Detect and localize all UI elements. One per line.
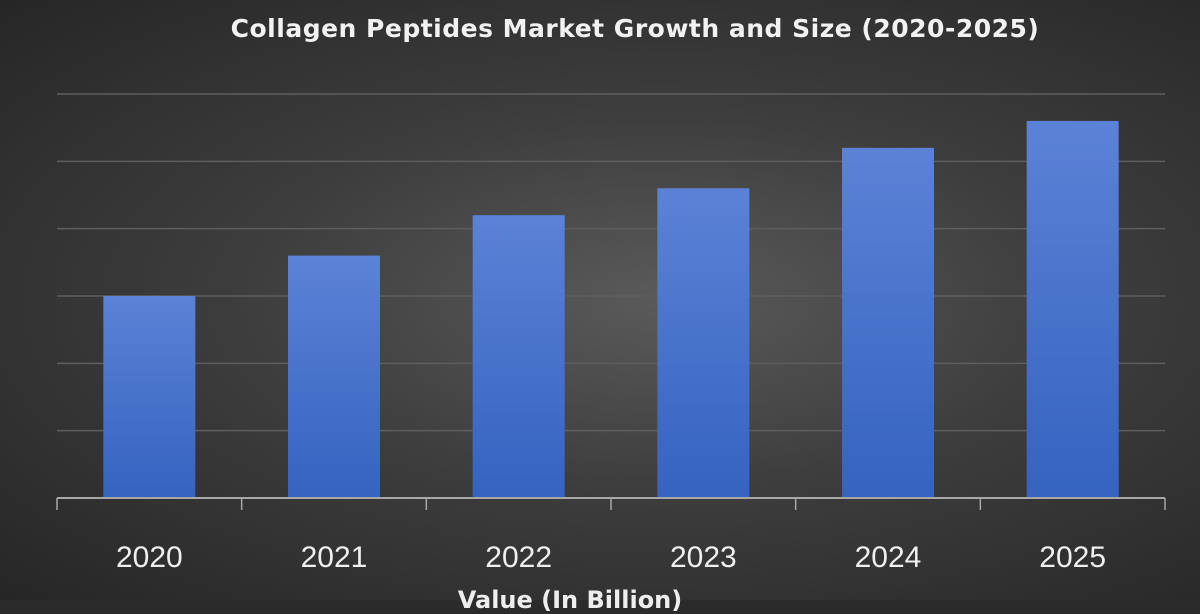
bar-2020 bbox=[103, 296, 196, 498]
bar-2022 bbox=[472, 215, 565, 498]
bar-2023 bbox=[657, 188, 750, 498]
chart-title: Collagen Peptides Market Growth and Size… bbox=[230, 14, 1040, 43]
x-tick-label: 2021 bbox=[301, 541, 368, 574]
bar-2021 bbox=[288, 255, 380, 498]
x-axis-label: Value (In Billion) bbox=[457, 586, 683, 614]
x-tick-label: 2024 bbox=[855, 541, 922, 574]
x-tick-label: 2020 bbox=[116, 541, 183, 574]
x-tick-label: 2022 bbox=[485, 541, 552, 574]
bar-2025 bbox=[1026, 120, 1119, 498]
bar-2024 bbox=[842, 147, 934, 498]
x-tick-label: 2025 bbox=[1039, 541, 1106, 574]
plot-area: 2020 2021 2022 2023 2024 2025 bbox=[56, 93, 1166, 574]
x-tick-label: 2023 bbox=[670, 541, 737, 574]
